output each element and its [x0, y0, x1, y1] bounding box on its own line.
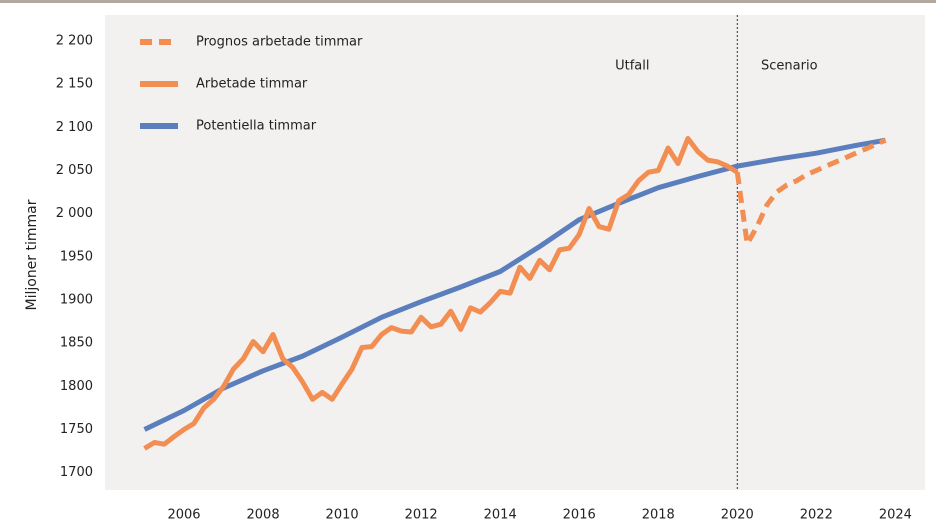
series-line: [143, 137, 886, 432]
x-tick-label: 2022: [800, 508, 833, 523]
x-tick-label: 2006: [167, 508, 200, 523]
y-axis-label: Miljoner timmar: [24, 199, 40, 310]
x-tick-label: 2012: [405, 508, 438, 523]
x-tick-label: 2008: [247, 508, 280, 523]
y-tick-label: 1850: [60, 336, 93, 351]
y-tick-label: 1900: [60, 293, 93, 308]
x-tick-label: 2010: [326, 508, 359, 523]
x-tick-label: 2018: [642, 508, 675, 523]
y-tick-label: 2 150: [56, 77, 93, 92]
y-tick-label: 2 050: [56, 163, 93, 178]
plot-area: [105, 15, 925, 490]
y-tick-label: 1750: [60, 422, 93, 437]
y-tick-label: 1700: [60, 465, 93, 480]
annotation: Scenario: [761, 59, 818, 74]
x-tick-label: 2024: [879, 508, 912, 523]
y-tick-label: 2 000: [56, 206, 93, 221]
top-border: [0, 0, 936, 3]
legend-label: Prognos arbetade timmar: [196, 35, 363, 50]
y-tick-label: 2 100: [56, 120, 93, 135]
series-line: [143, 136, 739, 451]
series-line: [734, 137, 887, 247]
y-tick-label: 1800: [60, 379, 93, 394]
legend-label: Arbetade timmar: [196, 77, 308, 92]
x-tick-label: 2020: [721, 508, 754, 523]
legend-label: Potentiella timmar: [196, 119, 317, 134]
x-tick-label: 2016: [563, 508, 596, 523]
y-tick-label: 2 200: [56, 33, 93, 48]
y-tick-label: 1950: [60, 249, 93, 264]
x-tick-label: 2014: [484, 508, 517, 523]
annotation: Utfall: [615, 59, 649, 74]
